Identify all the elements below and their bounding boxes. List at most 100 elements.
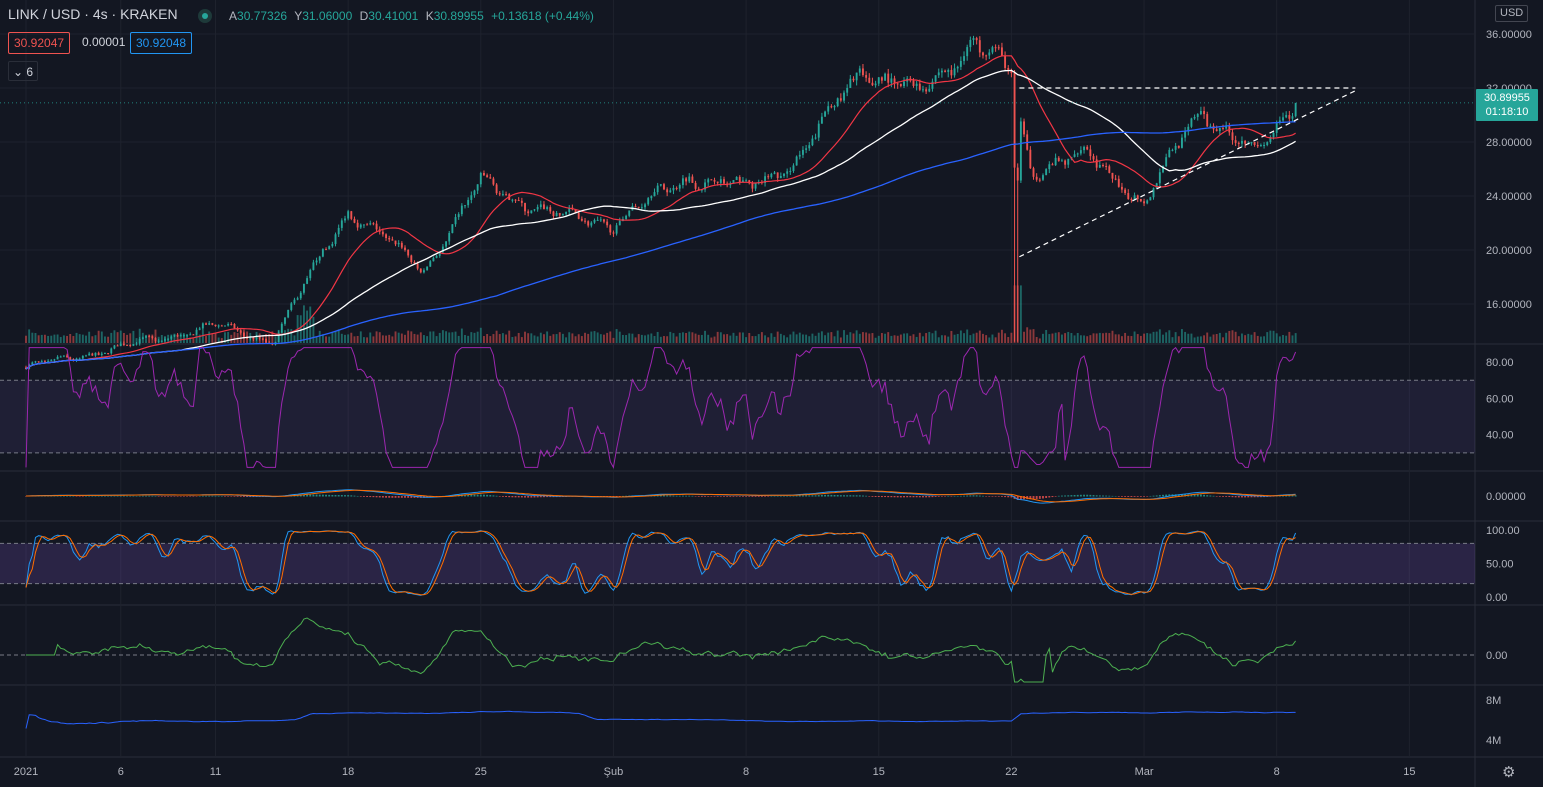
volume-bar — [265, 333, 267, 343]
buy-price-button[interactable]: 30.92048 — [130, 32, 193, 54]
macd-histogram-bar — [1010, 496, 1013, 498]
volume-bar — [1079, 335, 1082, 343]
currency-button[interactable]: USD — [1495, 5, 1529, 22]
volume-bar — [735, 335, 738, 343]
candle-body — [663, 184, 665, 190]
candle-body — [937, 72, 940, 76]
macd-histogram-bar — [659, 495, 662, 497]
macd-histogram-bar — [903, 496, 905, 498]
volume-bar — [786, 337, 789, 343]
volume-bar — [182, 334, 185, 343]
gear-icon[interactable]: ⚙ — [1502, 764, 1516, 781]
candle-body — [356, 222, 359, 228]
candle-body — [1266, 142, 1269, 145]
macd-histogram-bar — [1259, 496, 1262, 498]
indicators-toggle[interactable]: ⌄ 6 — [8, 61, 38, 81]
candle-body — [1064, 160, 1067, 165]
candle-body — [284, 317, 286, 324]
candle-body — [928, 88, 931, 92]
candle-body — [880, 77, 883, 81]
volume-bar — [435, 336, 438, 343]
volume-bar — [688, 331, 691, 343]
candle-body — [543, 204, 545, 209]
high-key: Y — [294, 9, 303, 23]
volume-bar — [846, 334, 849, 343]
macd-histogram-bar — [410, 496, 413, 498]
volume-bar — [1051, 333, 1054, 343]
macd-histogram-bar — [527, 496, 530, 498]
volume-bar — [359, 331, 362, 343]
candle-body — [865, 75, 868, 78]
volume-bar — [362, 337, 365, 343]
volume-bar — [700, 334, 703, 343]
macd-histogram-bar — [182, 496, 185, 497]
candle-body — [552, 211, 555, 216]
macd-histogram-bar — [843, 495, 845, 497]
volume-bar — [356, 335, 359, 343]
candle-body — [129, 345, 132, 347]
volume-bar — [925, 333, 928, 343]
candle-body — [615, 225, 618, 234]
candle-body — [944, 70, 947, 72]
candle-body — [1203, 111, 1206, 115]
volume-bar — [141, 332, 144, 343]
macd-histogram-bar — [344, 495, 346, 497]
volume-bar — [1158, 329, 1161, 343]
candle-body — [1007, 67, 1010, 71]
volume-bar — [656, 331, 659, 343]
symbol-header[interactable]: LINK / USD · 4s · KRAKEN — [8, 6, 178, 22]
price-tick-label: 36.00000 — [1486, 29, 1532, 41]
candle-body — [820, 116, 823, 124]
macd-histogram-bar — [312, 494, 315, 497]
volume-bar — [896, 335, 899, 343]
candle-body — [637, 206, 640, 208]
bar-countdown: 01:18:10 — [1485, 106, 1529, 118]
macd-histogram-bar — [833, 495, 836, 497]
macd-histogram-bar — [1158, 495, 1161, 497]
market-status-icon[interactable] — [198, 9, 212, 23]
macd-histogram-bar — [394, 496, 397, 498]
volume-bar — [1070, 332, 1073, 343]
volume-bar — [827, 332, 830, 343]
candle-body — [198, 328, 201, 330]
volume-bar — [476, 331, 479, 343]
volume-bar — [969, 335, 972, 343]
momentum-line — [26, 617, 1296, 683]
macd-histogram-bar — [242, 496, 245, 497]
last-price-label: 30.89955 01:18:10 — [1476, 89, 1538, 121]
volume-bar — [928, 331, 931, 343]
candle-body — [802, 149, 804, 155]
macd-histogram-bar — [413, 496, 416, 498]
volume-bar — [745, 337, 748, 343]
candle-body — [400, 242, 403, 248]
volume-bar — [1228, 330, 1231, 343]
candle-body — [1143, 201, 1145, 204]
volume-bar — [201, 329, 204, 343]
volume-bar — [947, 336, 950, 343]
candle-body — [205, 323, 207, 325]
exchange-label: KRAKEN — [120, 6, 178, 22]
candle-body — [498, 193, 501, 195]
candle-body — [1193, 116, 1196, 119]
macd-histogram-bar — [874, 496, 877, 497]
volume-bar — [1203, 335, 1206, 343]
sell-price-button[interactable]: 30.92047 — [8, 32, 71, 54]
macd-histogram-bar — [81, 496, 84, 497]
macd-histogram-bar — [492, 495, 495, 497]
macd-histogram-bar — [862, 495, 864, 497]
open-key: A — [229, 9, 238, 23]
candle-body — [353, 218, 356, 223]
macd-histogram-bar — [201, 495, 204, 497]
candle-body — [107, 353, 110, 355]
volume-bar — [1174, 332, 1177, 343]
macd-histogram-bar — [151, 495, 154, 497]
volume-bar — [119, 330, 122, 343]
candle-body — [347, 211, 350, 219]
macd-histogram-bar — [802, 495, 804, 497]
volume-bar — [1026, 327, 1029, 343]
macd-histogram-bar — [685, 495, 688, 497]
candle-body — [691, 176, 694, 183]
macd-histogram-bar — [378, 496, 381, 498]
macd-histogram-bar — [1241, 496, 1243, 498]
